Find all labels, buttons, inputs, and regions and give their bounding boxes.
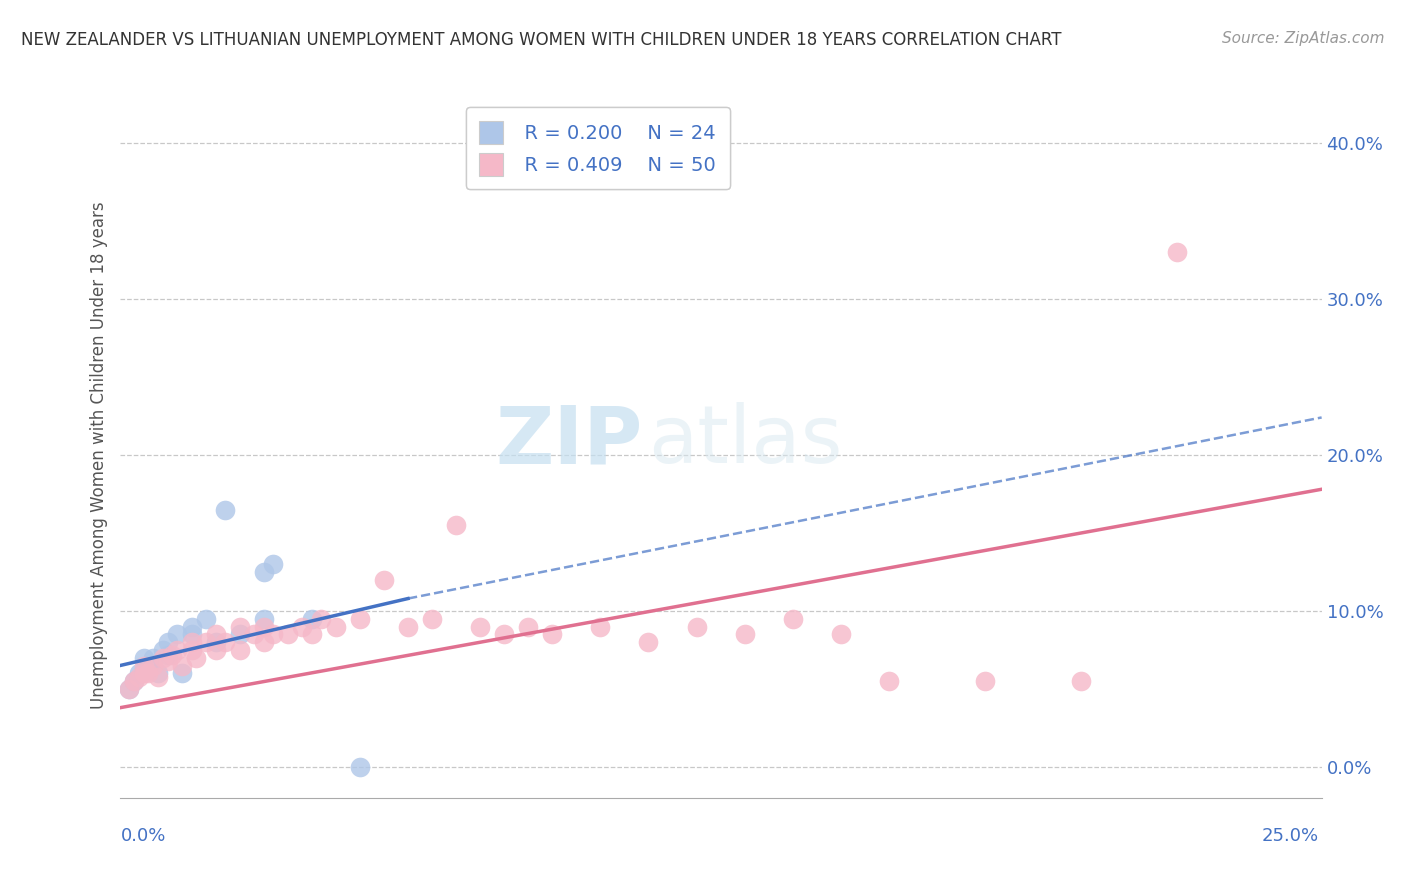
- Point: [128, 666, 150, 681]
- Text: Source: ZipAtlas.com: Source: ZipAtlas.com: [1222, 31, 1385, 46]
- Point: [180, 643, 202, 657]
- Point: [170, 658, 193, 673]
- Point: [734, 627, 756, 641]
- Text: atlas: atlas: [648, 402, 842, 480]
- Point: [180, 635, 202, 649]
- Point: [132, 651, 155, 665]
- Point: [974, 674, 997, 689]
- Point: [162, 648, 184, 662]
- Point: [166, 643, 188, 657]
- Point: [138, 666, 160, 681]
- Point: [128, 669, 150, 683]
- Point: [118, 681, 141, 696]
- Point: [152, 643, 174, 657]
- Point: [132, 664, 155, 678]
- Point: [152, 651, 174, 665]
- Y-axis label: Unemployment Among Women with Children Under 18 years: Unemployment Among Women with Children U…: [90, 201, 108, 709]
- Point: [146, 666, 169, 681]
- Point: [685, 619, 707, 633]
- Point: [142, 658, 165, 673]
- Point: [349, 760, 371, 774]
- Point: [782, 612, 804, 626]
- Point: [156, 648, 179, 662]
- Text: ZIP: ZIP: [495, 402, 643, 480]
- Point: [589, 619, 612, 633]
- Point: [180, 619, 202, 633]
- Point: [277, 627, 299, 641]
- Point: [118, 681, 141, 696]
- Point: [122, 674, 145, 689]
- Point: [262, 557, 284, 571]
- Point: [156, 654, 179, 668]
- Point: [142, 651, 165, 665]
- Point: [204, 627, 226, 641]
- Point: [253, 612, 276, 626]
- Point: [325, 619, 347, 633]
- Point: [301, 612, 323, 626]
- Text: NEW ZEALANDER VS LITHUANIAN UNEMPLOYMENT AMONG WOMEN WITH CHILDREN UNDER 18 YEAR: NEW ZEALANDER VS LITHUANIAN UNEMPLOYMENT…: [21, 31, 1062, 49]
- Text: 25.0%: 25.0%: [1261, 827, 1319, 845]
- Point: [291, 619, 314, 633]
- Point: [262, 627, 284, 641]
- Point: [494, 627, 516, 641]
- Point: [396, 619, 419, 633]
- Point: [228, 627, 252, 641]
- Point: [170, 666, 193, 681]
- Point: [228, 619, 252, 633]
- Point: [204, 635, 226, 649]
- Point: [228, 643, 252, 657]
- Legend:   R = 0.200    N = 24,   R = 0.409    N = 50: R = 0.200 N = 24, R = 0.409 N = 50: [465, 107, 730, 189]
- Point: [204, 643, 226, 657]
- Point: [138, 658, 160, 673]
- Point: [517, 619, 540, 633]
- Point: [541, 627, 564, 641]
- Point: [214, 502, 236, 516]
- Point: [195, 635, 218, 649]
- Point: [311, 612, 333, 626]
- Point: [373, 573, 395, 587]
- Point: [349, 612, 371, 626]
- Point: [146, 669, 169, 683]
- Point: [195, 612, 218, 626]
- Point: [122, 674, 145, 689]
- Point: [180, 627, 202, 641]
- Point: [301, 627, 323, 641]
- Point: [186, 651, 208, 665]
- Point: [253, 635, 276, 649]
- Point: [214, 635, 236, 649]
- Point: [166, 627, 188, 641]
- Point: [637, 635, 659, 649]
- Text: 0.0%: 0.0%: [121, 827, 166, 845]
- Point: [444, 518, 467, 533]
- Point: [132, 666, 155, 681]
- Point: [253, 565, 276, 579]
- Point: [468, 619, 492, 633]
- Point: [132, 658, 155, 673]
- Point: [420, 612, 443, 626]
- Point: [830, 627, 852, 641]
- Point: [243, 627, 266, 641]
- Point: [1070, 674, 1092, 689]
- Point: [1166, 244, 1188, 259]
- Point: [253, 619, 276, 633]
- Point: [156, 635, 179, 649]
- Point: [877, 674, 900, 689]
